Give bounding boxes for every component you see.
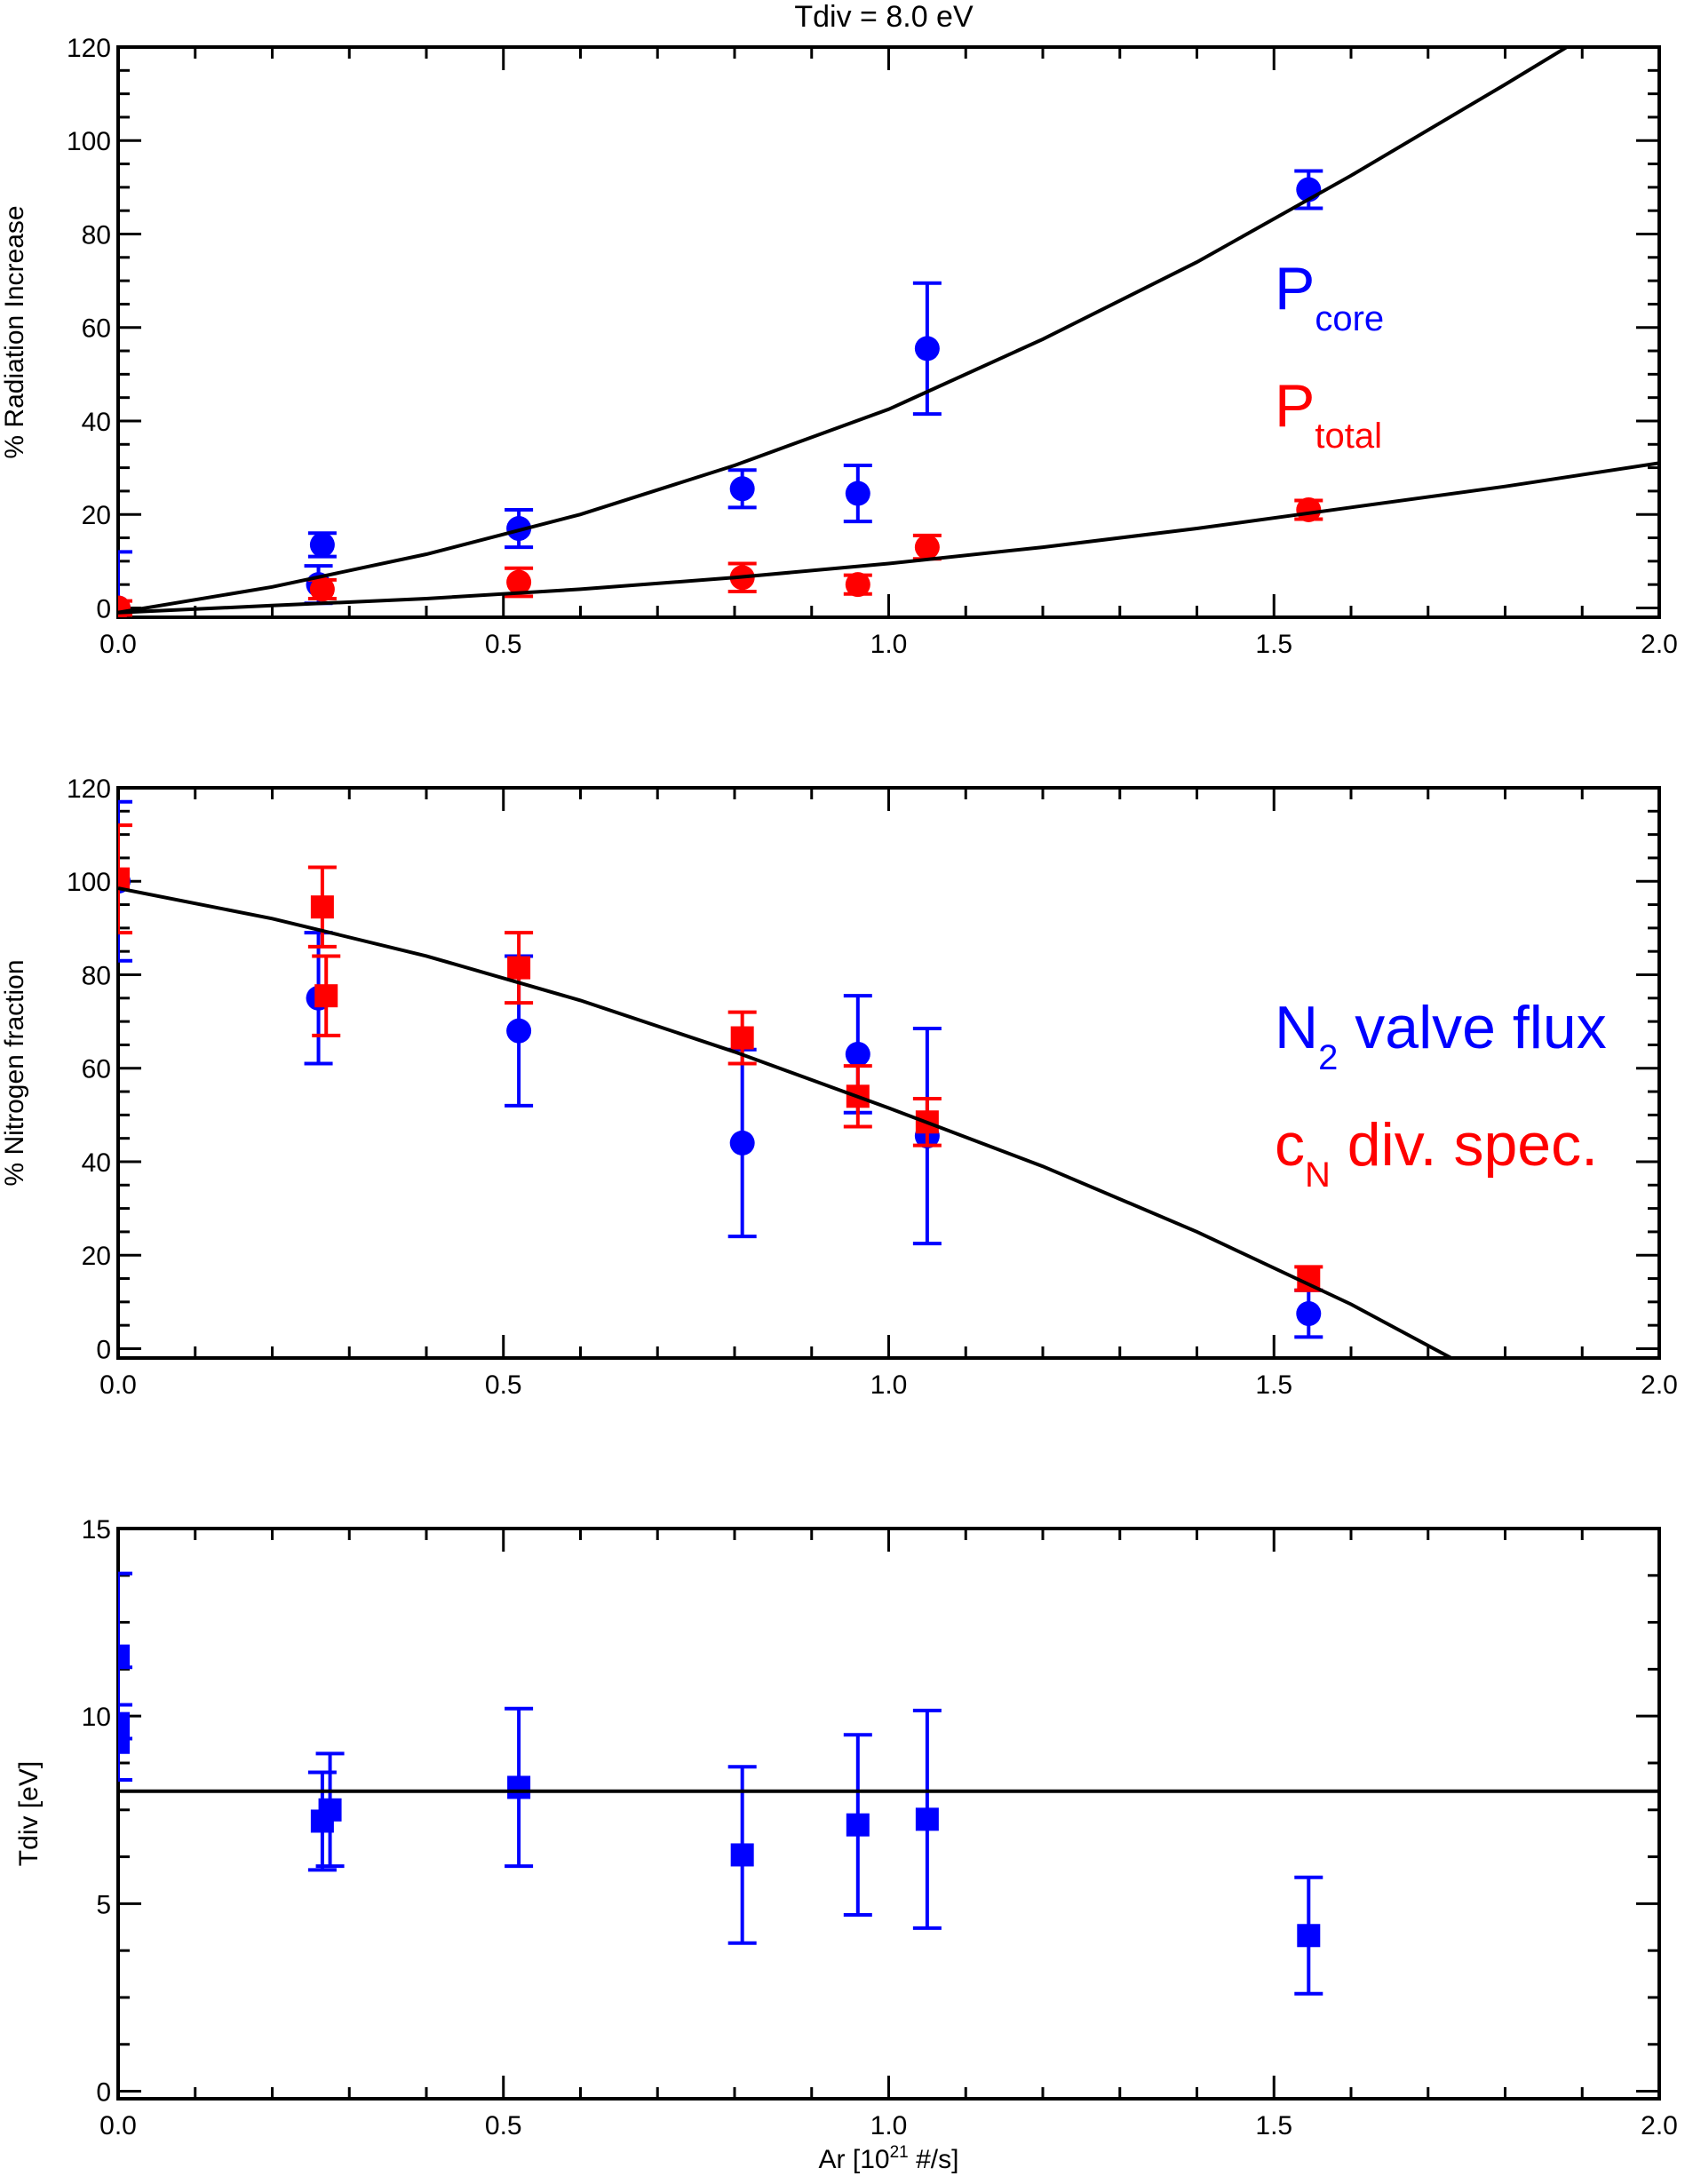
y-tick-label: 60 (82, 314, 111, 344)
plot-frame (116, 1527, 1661, 2101)
y-tick-label: 80 (82, 220, 111, 250)
error-bar (118, 550, 132, 617)
y-tick-label: 40 (82, 408, 111, 437)
data-point (118, 1730, 130, 1754)
data-point (314, 984, 338, 1008)
data-point (729, 476, 755, 502)
legend-entry: N2 valve flux (1275, 994, 1607, 1077)
radiation-increase-panel: 0.0 0.5 1.0 1.5 2.0 0 20 40 60 80 100 120 % Radiatio… (0, 34, 1678, 659)
legend-entry-text: div. spec. (1331, 1111, 1598, 1179)
x-tick-label: 0.0 (99, 630, 137, 659)
data-point (914, 336, 940, 361)
legend-entry: cN div. spec. (1275, 1111, 1598, 1195)
legend-entry-text: valve flux (1338, 994, 1606, 1061)
x-axis-title: Ar [1021 #/s] (819, 2143, 959, 2174)
data-point (845, 1041, 870, 1067)
data-point (310, 895, 334, 919)
y-axis-title: % Nitrogen fraction (0, 959, 29, 1186)
x-tick-label: 0.5 (485, 2111, 522, 2140)
y-tick-label: 15 (82, 1515, 111, 1545)
error-bar (118, 823, 132, 935)
x-tick-label: 0.5 (485, 1370, 522, 1400)
y-tick-label: 60 (82, 1055, 111, 1084)
data-point (730, 1026, 754, 1050)
fit-curve (118, 886, 1452, 1358)
legend-entry: Pcore (1275, 255, 1384, 338)
data-point (506, 569, 532, 595)
x-tick-label: 1.0 (870, 1370, 908, 1400)
data-point (1297, 1924, 1321, 1948)
y-tick-label: 100 (67, 127, 111, 156)
data-point (506, 1018, 532, 1044)
x-tick-label: 1.5 (1255, 1370, 1292, 1400)
y-tick-label: 80 (82, 961, 111, 990)
data-point (845, 572, 870, 598)
y-tick-label: 100 (67, 868, 111, 897)
legend-entry-symbol: P (1275, 372, 1315, 440)
legend-entry-subscript: 2 (1318, 1038, 1338, 1077)
y-axis-title: % Radiation Increase (0, 205, 29, 458)
plot-frame (116, 786, 1661, 1360)
y-tick-label: 40 (82, 1148, 111, 1178)
data-point (914, 535, 940, 560)
y-tick-label: 20 (82, 1242, 111, 1271)
y-tick-label: 120 (67, 34, 111, 63)
legend-entry-symbol: N (1275, 994, 1318, 1061)
plot-frame (116, 45, 1661, 619)
y-tick-label: 10 (82, 1703, 111, 1732)
legend-entry-subscript: N (1305, 1156, 1331, 1195)
y-tick-label: 120 (67, 774, 111, 804)
data-point (730, 1843, 754, 1867)
legend-entry-subscript: total (1315, 417, 1382, 456)
legend-entry-subscript: core (1315, 299, 1384, 338)
fit-curve (118, 47, 1570, 615)
error-bar (118, 1703, 132, 1782)
data-point (1296, 1301, 1322, 1327)
data-point (729, 1130, 755, 1156)
x-tick-label: 2.0 (1641, 2111, 1678, 2140)
data-point (1296, 496, 1322, 522)
x-tick-label: 1.5 (1255, 2111, 1292, 2140)
data-point (507, 1775, 531, 1799)
data-point (846, 1813, 870, 1837)
x-tick-label: 2.0 (1641, 1370, 1678, 1400)
y-tick-label: 20 (82, 501, 111, 530)
legend-entry: Ptotal (1275, 372, 1382, 456)
y-tick-label: 0 (96, 2078, 111, 2108)
figure-title: Tdiv = 8.0 eV (794, 0, 974, 34)
data-point (309, 532, 335, 558)
data-point (915, 1807, 939, 1831)
data-point (506, 516, 532, 542)
x-tick-label: 1.5 (1255, 630, 1292, 659)
x-tick-label: 1.0 (870, 630, 908, 659)
legend-entry-symbol: c (1275, 1111, 1305, 1179)
x-axis-title-exponent: 21 (890, 2143, 909, 2162)
data-point (845, 480, 870, 506)
data-point (118, 1711, 130, 1735)
x-tick-label: 2.0 (1641, 630, 1678, 659)
x-axis-title-prefix: Ar [10 (819, 2145, 890, 2174)
y-axis-title: Tdiv [eV] (14, 1761, 44, 1866)
error-bar (118, 799, 132, 963)
legend-entry-symbol: P (1275, 255, 1315, 322)
tdiv-panel: 0.0 0.5 1.0 1.5 2.0 0 5 10 15 Tdiv [eV] Ar [1021 #… (14, 1515, 1678, 2174)
x-tick-label: 0.0 (99, 1370, 137, 1400)
x-axis-title-suffix: #/s] (909, 2145, 959, 2174)
fit-curve (118, 461, 1659, 615)
data-point (507, 956, 531, 980)
x-tick-label: 0.0 (99, 2111, 137, 2140)
x-tick-label: 0.5 (485, 630, 522, 659)
data-point (118, 867, 130, 891)
data-point (309, 576, 335, 602)
nitrogen-fraction-panel: 0.0 0.5 1.0 1.5 2.0 0 20 40 60 80 100 120 % Nitrogen… (0, 774, 1678, 1400)
y-tick-label: 5 (96, 1890, 111, 1919)
data-point (118, 1644, 130, 1668)
y-tick-label: 0 (96, 1335, 111, 1364)
y-tick-label: 0 (96, 594, 111, 623)
data-point (318, 1798, 342, 1822)
x-tick-label: 1.0 (870, 2111, 908, 2140)
